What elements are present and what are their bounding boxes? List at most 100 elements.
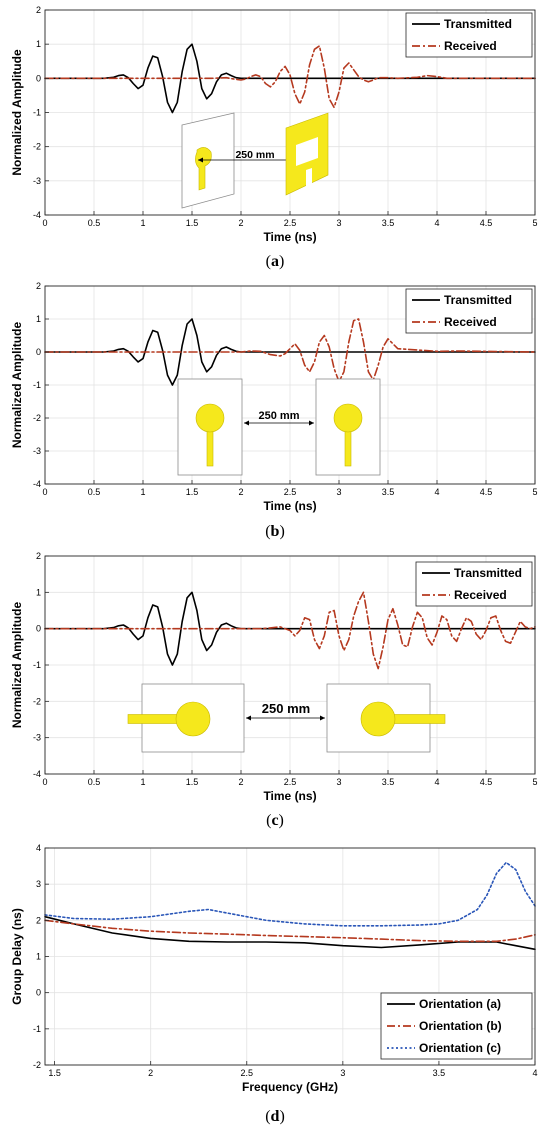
antenna-right-notch bbox=[306, 168, 312, 189]
ytick-label-a-0: -4 bbox=[33, 210, 41, 220]
legend-a: Transmitted Received bbox=[405, 12, 533, 58]
ytick-label-d-4: 2 bbox=[36, 915, 41, 925]
xtick-label-d-3: 3 bbox=[340, 1068, 345, 1078]
xtick-label-b-10: 5 bbox=[532, 487, 537, 497]
ytick-label-b-3: -1 bbox=[33, 380, 41, 390]
series-line-c-1 bbox=[44, 591, 536, 670]
distance-label-a: 250 mm bbox=[235, 149, 274, 161]
xtick-label-a-10: 5 bbox=[532, 218, 537, 228]
antenna-left-feed bbox=[127, 714, 179, 724]
panel-a: 250 mm 0 0.5 1 1.5 2 2.5 3 3.5 4 4.5 5 -4 -3 -2 -1 0 1 2 Ti… bbox=[0, 0, 550, 252]
distance-arrow-c-head-right bbox=[320, 715, 325, 721]
ytick-label-a-4: 0 bbox=[36, 73, 41, 83]
xtick-label-b-5: 2.5 bbox=[284, 487, 297, 497]
xtick-label-c-6: 3 bbox=[336, 777, 341, 787]
ytick-label-c-4: 0 bbox=[36, 624, 41, 634]
antenna-right-feed bbox=[392, 714, 446, 724]
xtick-label-c-2: 1 bbox=[140, 777, 145, 787]
xtick-label-c-10: 5 bbox=[532, 777, 537, 787]
distance-arrow-b-head-left bbox=[244, 420, 249, 426]
xtick-label-c-9: 4.5 bbox=[480, 777, 493, 787]
caption-d-letter: d bbox=[270, 1108, 280, 1125]
xtick-label-b-0: 0 bbox=[42, 487, 47, 497]
panel-b: 250 mm 0 0.5 1 1.5 2 2.5 3 3.5 4 4.5 5 -4 -3 -2 -1 0 1 2 Ti… bbox=[0, 278, 550, 526]
xtick-label-a-6: 3 bbox=[336, 218, 341, 228]
distance-arrow-a-head-left bbox=[198, 157, 203, 163]
antenna-left-patch bbox=[195, 147, 212, 191]
antenna-right-slot bbox=[296, 137, 318, 166]
antenna-inset-b: 250 mm bbox=[177, 378, 381, 476]
legend-c: Transmitted Received bbox=[415, 561, 533, 607]
antenna-inset-a: 250 mm bbox=[181, 112, 329, 209]
xtick-label-a-1: 0.5 bbox=[88, 218, 101, 228]
chart-c: 250 mm 0 0.5 1 1.5 2 2.5 3 3.5 4 4.5 5 -4 -3 -2 -1 0 1 2 Ti… bbox=[10, 551, 538, 803]
x-axis-label-a: Time (ns) bbox=[263, 230, 316, 244]
ytick-label-b-4: 0 bbox=[36, 347, 41, 357]
xtick-label-a-3: 1.5 bbox=[186, 218, 199, 228]
ytick-label-d-2: 0 bbox=[36, 988, 41, 998]
xtick-label-a-9: 4.5 bbox=[480, 218, 493, 228]
caption-c: (c) bbox=[266, 812, 284, 829]
xtick-label-b-2: 1 bbox=[140, 487, 145, 497]
ytick-label-c-3: -1 bbox=[33, 660, 41, 670]
legend-b: Transmitted Received bbox=[405, 288, 533, 334]
antenna-left-patch bbox=[175, 701, 211, 737]
ytick-label-a-5: 1 bbox=[36, 39, 41, 49]
legend-label-d-0: Orientation (a) bbox=[419, 997, 501, 1011]
x-axis-label-c: Time (ns) bbox=[263, 789, 316, 803]
ytick-label-a-3: -1 bbox=[33, 108, 41, 118]
xtick-label-a-4: 2 bbox=[238, 218, 243, 228]
legend-box-b bbox=[405, 288, 533, 334]
legend-label-c-0: Transmitted bbox=[454, 566, 522, 580]
antenna-right-patch bbox=[333, 403, 363, 433]
chart-a: 250 mm 0 0.5 1 1.5 2 2.5 3 3.5 4 4.5 5 -4 -3 -2 -1 0 1 2 Ti… bbox=[10, 5, 538, 244]
distance-arrow-b-head-right bbox=[309, 420, 314, 426]
legend-label-c-1: Received bbox=[454, 588, 507, 602]
ytick-label-c-5: 1 bbox=[36, 587, 41, 597]
xtick-label-b-9: 4.5 bbox=[480, 487, 493, 497]
ytick-label-b-6: 2 bbox=[36, 281, 41, 291]
legend-label-d-2: Orientation (c) bbox=[419, 1041, 501, 1055]
chart-b: 250 mm 0 0.5 1 1.5 2 2.5 3 3.5 4 4.5 5 -4 -3 -2 -1 0 1 2 Ti… bbox=[10, 281, 538, 513]
xtick-label-a-5: 2.5 bbox=[284, 218, 297, 228]
ytick-label-b-5: 1 bbox=[36, 314, 41, 324]
xtick-label-c-4: 2 bbox=[238, 777, 243, 787]
y-axis-label-d: Group Delay (ns) bbox=[10, 908, 24, 1005]
xtick-label-c-5: 2.5 bbox=[284, 777, 297, 787]
ytick-label-c-1: -3 bbox=[33, 733, 41, 743]
caption-d: (d) bbox=[265, 1108, 285, 1125]
xtick-label-a-8: 4 bbox=[434, 218, 439, 228]
xtick-label-c-3: 1.5 bbox=[186, 777, 199, 787]
ytick-label-a-6: 2 bbox=[36, 5, 41, 15]
ytick-label-b-1: -3 bbox=[33, 446, 41, 456]
ytick-label-b-2: -2 bbox=[33, 413, 41, 423]
ytick-label-c-2: -2 bbox=[33, 696, 41, 706]
xtick-label-a-2: 1 bbox=[140, 218, 145, 228]
series-line-d-1 bbox=[44, 919, 536, 943]
legend-label-b-0: Transmitted bbox=[444, 293, 512, 307]
ytick-label-d-6: 4 bbox=[36, 843, 41, 853]
caption-b-letter: b bbox=[270, 523, 280, 540]
xtick-label-b-8: 4 bbox=[434, 487, 439, 497]
xtick-label-d-5: 4 bbox=[532, 1068, 537, 1078]
legend-label-a-1: Received bbox=[444, 39, 497, 53]
xtick-label-c-7: 3.5 bbox=[382, 777, 395, 787]
xtick-label-d-1: 2 bbox=[148, 1068, 153, 1078]
xtick-label-c-1: 0.5 bbox=[88, 777, 101, 787]
antenna-right-feed bbox=[344, 429, 352, 467]
distance-label-c: 250 mm bbox=[262, 701, 310, 716]
ytick-label-a-2: -2 bbox=[33, 142, 41, 152]
ytick-label-c-6: 2 bbox=[36, 551, 41, 561]
caption-a: (a) bbox=[265, 253, 285, 270]
antenna-inset-c: 250 mm bbox=[127, 683, 446, 753]
ytick-label-d-3: 1 bbox=[36, 952, 41, 962]
series-line-d-2 bbox=[44, 861, 536, 927]
ytick-label-a-1: -3 bbox=[33, 176, 41, 186]
xtick-label-c-0: 0 bbox=[42, 777, 47, 787]
series-line-a-1 bbox=[44, 45, 536, 109]
caption-c-letter: c bbox=[271, 812, 279, 829]
xtick-label-a-7: 3.5 bbox=[382, 218, 395, 228]
panel-d: 1.5 2 2.5 3 3.5 4 -2 -1 0 1 2 3 4 Frequency (GHz) Grou… bbox=[0, 838, 550, 1108]
legend-label-d-1: Orientation (b) bbox=[419, 1019, 502, 1033]
